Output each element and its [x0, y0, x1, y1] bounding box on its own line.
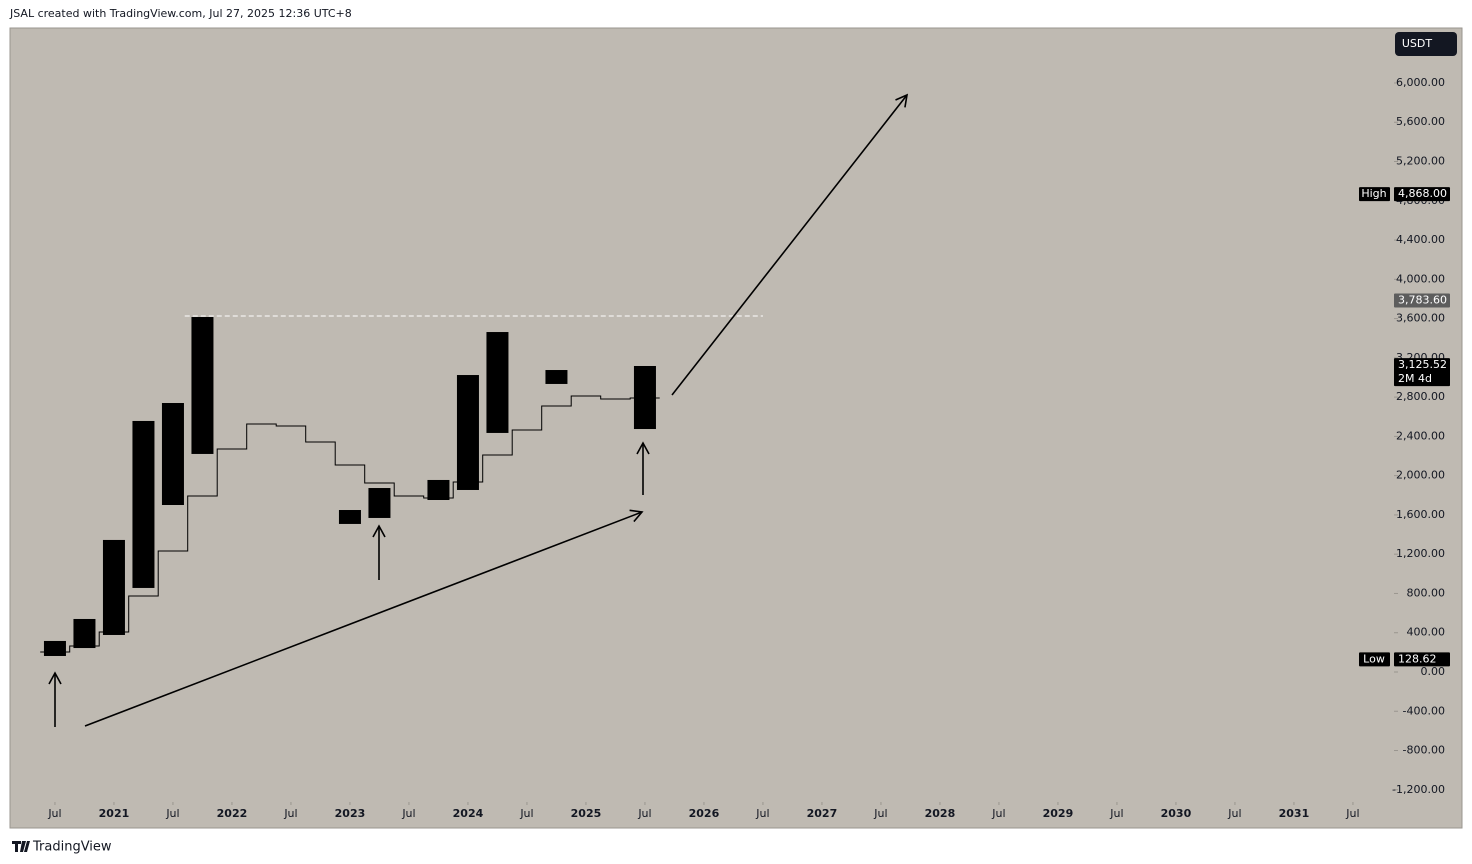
chart-area: [9, 27, 1463, 829]
y-tick-label: 2,800.00: [1396, 390, 1445, 403]
currency-button[interactable]: [1395, 32, 1457, 56]
x-tick-label: Jul: [165, 807, 179, 820]
x-tick-label: Jul: [283, 807, 297, 820]
candle: [368, 488, 391, 518]
y-tick-label: -400.00: [1403, 704, 1445, 717]
countdown-label: 2M 4d: [1398, 372, 1432, 385]
price-marker-label: 3,783.60: [1398, 294, 1447, 307]
price-marker: [1394, 293, 1450, 308]
arrow: [671, 93, 909, 396]
candle: [102, 539, 125, 635]
y-tick-label: 0.00: [1421, 665, 1446, 678]
y-tick-label: 5,200.00: [1396, 155, 1445, 168]
y-tick-label: 3,600.00: [1396, 312, 1445, 325]
x-tick-label: 2022: [217, 807, 248, 820]
marker-name-box: [1359, 652, 1390, 667]
x-tick-label: 2024: [453, 807, 484, 820]
x-tick-label: 2026: [689, 807, 720, 820]
price-marker-label: 128.62: [1398, 652, 1437, 665]
currency[interactable]: USDT: [1402, 37, 1433, 50]
x-tick-label: Jul: [401, 807, 415, 820]
header: JSAL created with TradingView.com, Jul 2…: [9, 7, 352, 20]
x-tick-label: Jul: [47, 807, 61, 820]
x-tick-label: Jul: [991, 807, 1005, 820]
x-tick-label: 2028: [925, 807, 956, 820]
y-tick-label: 5,600.00: [1396, 115, 1445, 128]
drawings: [48, 93, 909, 727]
candle: [545, 370, 568, 384]
y-tick-label: 4,400.00: [1396, 233, 1445, 246]
x-tick-label: 2021: [99, 807, 130, 820]
x-tick-label: 2023: [335, 807, 366, 820]
candle: [427, 479, 450, 500]
price-marker: [1394, 358, 1450, 387]
candle: [338, 510, 361, 524]
x-tick-label: Jul: [1345, 807, 1359, 820]
y-tick-label: 2,000.00: [1396, 469, 1445, 482]
x-tick-label: 2029: [1043, 807, 1074, 820]
y-tick-label: 6,000.00: [1396, 76, 1445, 89]
y-tick-label: 800.00: [1407, 586, 1446, 599]
price-marker: [1394, 187, 1450, 202]
step-line: [40, 395, 660, 653]
y-tick-label: 400.00: [1407, 626, 1446, 639]
x-tick-label: 2031: [1279, 807, 1310, 820]
arrow: [84, 509, 644, 727]
candle: [132, 420, 155, 588]
price-marker: [1394, 652, 1450, 667]
y-tick-label: 2,400.00: [1396, 429, 1445, 442]
x-tick-label: Jul: [519, 807, 533, 820]
x-tick-label: Jul: [755, 807, 769, 820]
marker-name: High: [1361, 187, 1386, 200]
x-tick-label: Jul: [637, 807, 651, 820]
x-tick-label: 2025: [571, 807, 602, 820]
candle: [633, 365, 656, 430]
x-tick-label: Jul: [1109, 807, 1123, 820]
y-tick-label: 1,600.00: [1396, 508, 1445, 521]
candle: [456, 375, 479, 490]
x-tick-label: 2027: [807, 807, 838, 820]
footer: TradingView: [32, 840, 112, 855]
candle: [191, 317, 214, 454]
x-tick-label: 2030: [1161, 807, 1192, 820]
candle: [73, 618, 96, 649]
x-tick-label: Jul: [873, 807, 887, 820]
price-marker-label: 3,125.52: [1398, 358, 1447, 371]
y-tick-label: -800.00: [1403, 744, 1445, 757]
candle: [486, 332, 509, 433]
y-tick-label: 4,000.00: [1396, 272, 1445, 285]
y-tick-label: 1,200.00: [1396, 547, 1445, 560]
marker-name-box: [1359, 187, 1390, 202]
x-tick-label: Jul: [1227, 807, 1241, 820]
price-marker-label: 4,868.00: [1398, 187, 1447, 200]
candle: [161, 403, 184, 506]
logo: [12, 841, 30, 852]
marker-name: Low: [1363, 652, 1385, 665]
y-tick-label: -1,200.00: [1392, 783, 1445, 796]
candle: [43, 640, 66, 656]
